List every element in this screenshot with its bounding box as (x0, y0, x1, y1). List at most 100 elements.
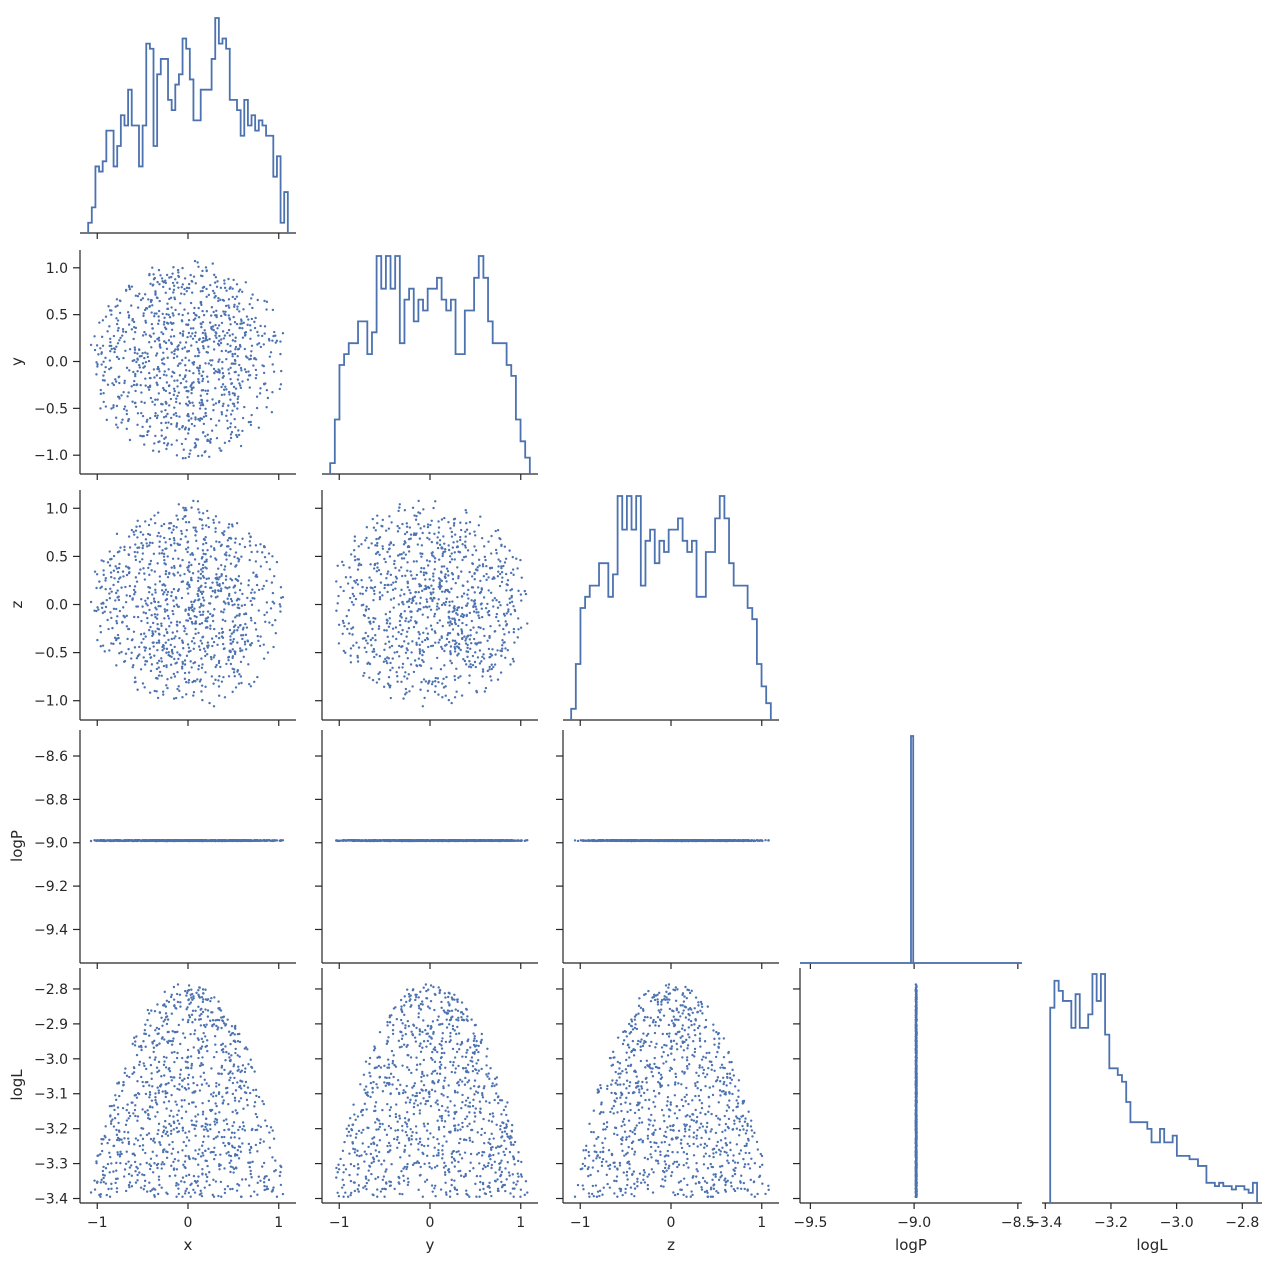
scatter-point (134, 389, 137, 393)
scatter-point (453, 558, 456, 561)
scatter-point (474, 549, 478, 552)
scatter-point (404, 687, 408, 691)
scatter-point (187, 415, 190, 418)
scatter-point (520, 599, 523, 602)
scatter-point (496, 606, 500, 609)
scatter-point (202, 336, 205, 340)
scatter-point (217, 578, 220, 581)
scatter-point (127, 839, 131, 842)
scatter-point (492, 665, 495, 669)
scatter-point (109, 337, 112, 341)
scatter-point (217, 360, 220, 363)
scatter-point (471, 553, 474, 557)
scatter-point (233, 629, 236, 632)
scatter-point (175, 454, 179, 457)
scatter-point (185, 654, 189, 658)
scatter-point (99, 347, 102, 350)
scatter-point (460, 570, 463, 573)
scatter-point (229, 422, 233, 425)
scatter-point (185, 528, 188, 532)
scatter-point (458, 618, 461, 622)
scatter-point (219, 589, 222, 593)
scatter-point (172, 387, 176, 391)
scatter-point (204, 266, 208, 269)
scatter-point (194, 354, 197, 358)
scatter-point (195, 530, 198, 533)
scatter-point (244, 633, 248, 637)
scatter-point (223, 334, 227, 337)
scatter-point (347, 622, 351, 625)
scatter-point (372, 567, 376, 570)
scatter-point (172, 605, 176, 608)
scatter-point (100, 335, 104, 339)
scatter-point (472, 610, 476, 613)
scatter-point (247, 370, 250, 373)
scatter-point (190, 576, 193, 580)
scatter-point (430, 519, 433, 522)
scatter-point (448, 591, 451, 594)
scatter-point (504, 647, 507, 650)
scatter-point (172, 291, 175, 294)
scatter-point (210, 364, 213, 367)
scatter-point (193, 558, 197, 561)
scatter-point (215, 285, 219, 288)
scatter-point (148, 273, 151, 277)
scatter-point (217, 589, 220, 593)
scatter-point (369, 638, 373, 642)
scatter-point (121, 327, 125, 331)
scatter-point (386, 570, 390, 573)
scatter-point (444, 603, 447, 607)
scatter-point (438, 581, 442, 584)
scatter-point (346, 627, 349, 631)
scatter-point (173, 566, 176, 570)
scatter-point (410, 651, 413, 654)
scatter-point (176, 589, 180, 593)
scatter-point (169, 621, 173, 624)
scatter-point (457, 633, 460, 637)
scatter-point (480, 615, 484, 619)
scatter-point (453, 609, 456, 612)
scatter-point (407, 673, 410, 676)
scatter-point (109, 350, 112, 353)
scatter-point (197, 645, 201, 648)
scatter-point (171, 281, 175, 285)
scatter-point (418, 537, 422, 540)
scatter-point (175, 597, 178, 600)
scatter-point (93, 609, 96, 612)
scatter-point (143, 401, 146, 405)
scatter-point (210, 675, 214, 678)
scatter-point (373, 592, 376, 596)
scatter-point (271, 591, 275, 595)
scatter-point (158, 552, 161, 555)
scatter-point (488, 668, 491, 671)
scatter-point (158, 376, 162, 380)
scatter-point (212, 518, 215, 522)
scatter-point (389, 696, 392, 700)
scatter-point (257, 639, 260, 643)
scatter-point (381, 547, 385, 550)
scatter-point (405, 525, 409, 528)
scatter-point (179, 302, 182, 305)
scatter-point (149, 559, 153, 563)
scatter-point (138, 366, 142, 369)
scatter-point (147, 585, 150, 589)
scatter-point (437, 558, 441, 561)
scatter-point (229, 425, 232, 429)
scatter-point (174, 308, 177, 312)
scatter-point (278, 603, 281, 606)
scatter-point (447, 615, 450, 619)
scatter-point (218, 371, 221, 374)
scatter-point (473, 602, 477, 605)
scatter-point (112, 383, 116, 387)
scatter-point (230, 600, 234, 603)
scatter-point (194, 620, 197, 623)
scatter-point (165, 597, 169, 601)
scatter-point (241, 327, 244, 330)
scatter-point (256, 634, 259, 638)
scatter-point (201, 570, 204, 573)
scatter-point (248, 540, 251, 543)
scatter-point (343, 625, 346, 628)
scatter-point (485, 578, 488, 582)
scatter-point (194, 627, 197, 631)
